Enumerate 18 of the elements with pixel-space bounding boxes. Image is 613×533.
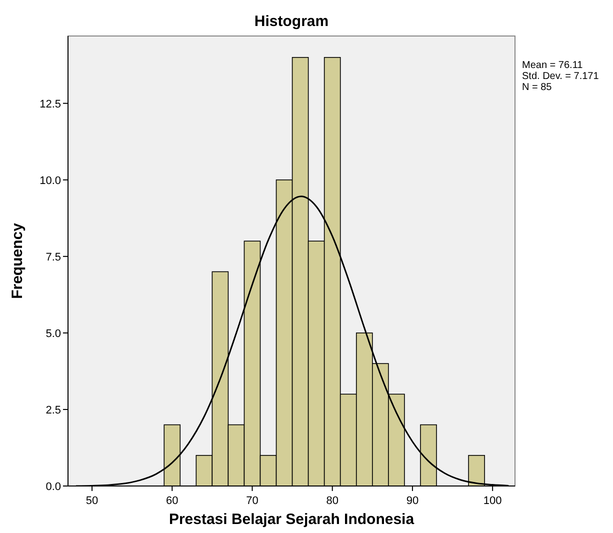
text: N = 85 [522,82,552,93]
x-tick-label: 100 [483,495,502,507]
y-tick-label: 5.0 [46,328,61,340]
x-tick-label: 70 [246,495,258,507]
text: Mean = 76.11 [522,60,584,71]
y-tick-label: 10.0 [40,174,61,187]
y-tick-label: 7.5 [46,251,61,264]
x-tick-label: 90 [406,495,419,507]
y-tick-label: 2.5 [46,404,61,416]
x-tick-label: 50 [86,495,98,507]
y-axis-title: Frequency [9,222,26,299]
x-axis-title: Prestasi Belajar Sejarah Indonesia [168,511,415,528]
chart-title: Histogram [254,13,329,30]
text: Std. Dev. = 7.171 [522,71,600,82]
y-tick-label: 0.0 [46,481,61,493]
y-tick-label: 12.5 [40,98,61,110]
x-tick-label: 60 [166,495,178,507]
x-tick-label: 80 [326,495,338,507]
